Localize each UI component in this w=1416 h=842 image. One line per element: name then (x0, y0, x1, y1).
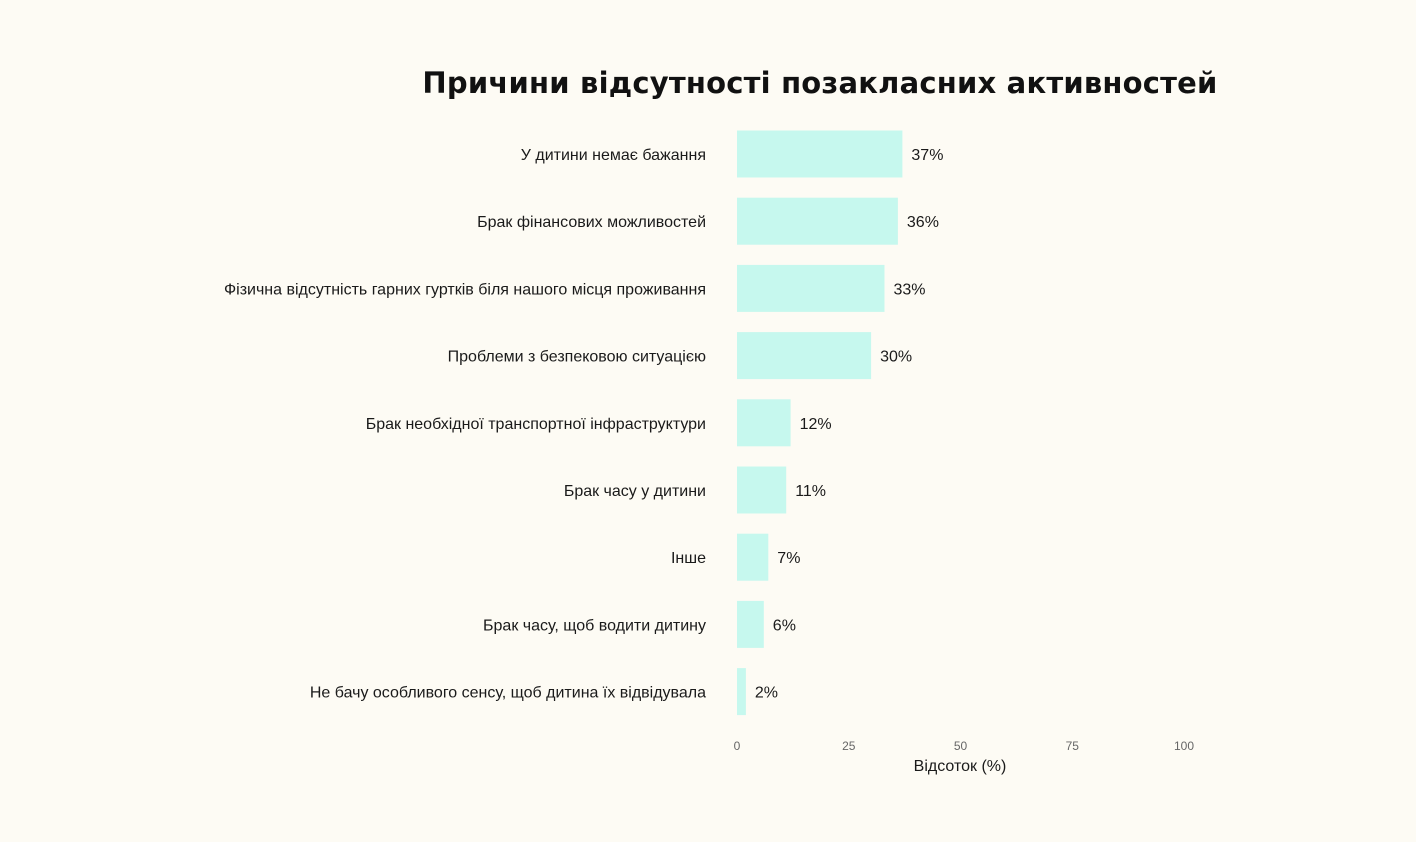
x-tick-label: 25 (842, 739, 856, 753)
value-label: 33% (894, 281, 926, 298)
bars-layer (737, 130, 903, 716)
value-label: 7% (777, 550, 800, 567)
value-label: 11% (795, 483, 826, 500)
x-tick-label: 100 (1174, 739, 1194, 753)
category-label: Брак часу, щоб водити дитину (483, 617, 706, 634)
value-label: 2% (755, 685, 778, 702)
x-tick-label: 50 (954, 739, 968, 753)
value-label: 37% (911, 147, 943, 164)
bar (737, 533, 769, 581)
category-label: Інше (671, 550, 706, 567)
bar (737, 668, 746, 716)
bar (737, 600, 764, 648)
x-tick-label: 0 (734, 739, 741, 753)
x-axis-title: Відсоток (%) (914, 758, 1007, 775)
bar (737, 130, 903, 178)
x-axis-ticks: 0 25 50 75 100 (734, 739, 1195, 753)
bar (737, 197, 898, 245)
bar (737, 399, 791, 447)
bar (737, 332, 872, 380)
x-tick-label: 75 (1066, 739, 1080, 753)
value-labels-layer: 37% 36% 33% 30% 12% 11% 7% 6% 2% (755, 147, 944, 702)
category-label: Не бачу особливого сенсу, щоб дитина їх … (310, 685, 706, 702)
category-label: Брак необхідної транспортної інфраструкт… (366, 416, 706, 433)
chart-title: Причини відсутності позакласних активнос… (422, 66, 1218, 100)
category-label: Фізична відсутність гарних гуртків біля … (224, 281, 706, 298)
bar (737, 466, 787, 514)
category-label: У дитини немає бажання (521, 147, 706, 164)
category-label: Проблеми з безпековою ситуацією (448, 349, 706, 366)
value-label: 36% (907, 214, 939, 231)
value-label: 12% (800, 416, 832, 433)
category-label: Брак фінансових можливостей (477, 214, 706, 231)
value-label: 30% (880, 349, 912, 366)
category-labels-layer: У дитини немає бажання Брак фінансових мо… (224, 147, 706, 702)
bar (737, 264, 885, 312)
category-label: Брак часу у дитини (564, 483, 706, 500)
value-label: 6% (773, 617, 796, 634)
